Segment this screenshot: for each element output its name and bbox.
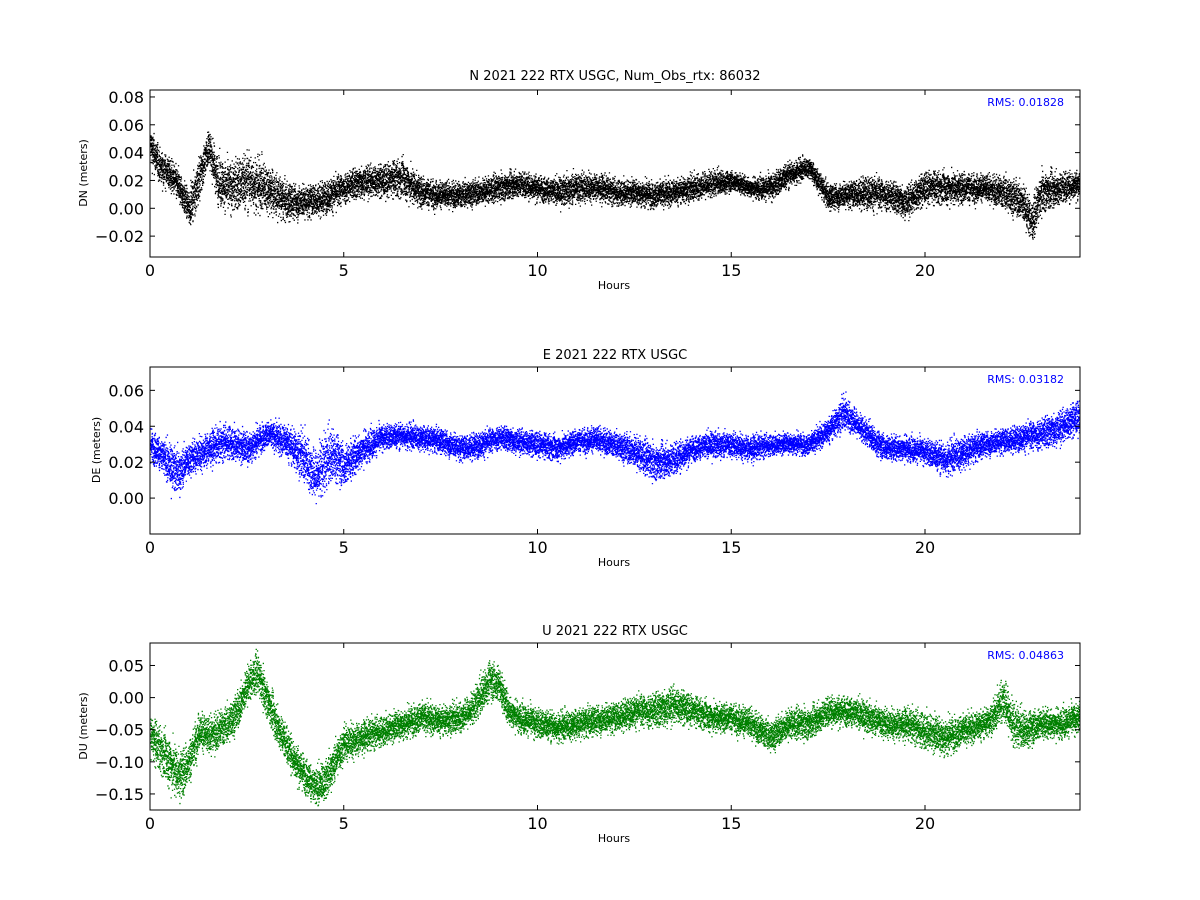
- y-tick-label: 0.00: [108, 199, 144, 218]
- y-tick-label: 0.06: [108, 116, 144, 135]
- x-axis-label: Hours: [598, 279, 630, 292]
- x-tick-label: 20: [915, 814, 935, 833]
- y-axis-label: DE (meters): [90, 417, 103, 483]
- y-tick-label: 0.02: [108, 453, 144, 472]
- y-axis-label: DN (meters): [77, 139, 90, 207]
- y-tick-label: 0.02: [108, 171, 144, 190]
- rms-annotation: RMS: 0.03182: [987, 373, 1064, 386]
- y-axis-label: DU (meters): [77, 692, 90, 759]
- y-tick-label: 0.08: [108, 88, 144, 107]
- y-tick-label: 0.06: [108, 381, 144, 400]
- x-tick-label: 10: [527, 261, 547, 280]
- x-tick-label: 0: [145, 261, 155, 280]
- y-tick-label: −0.10: [95, 753, 144, 772]
- x-tick-label: 15: [721, 538, 741, 557]
- panel-title: N 2021 222 RTX USGC, Num_Obs_rtx: 86032: [469, 69, 760, 84]
- x-tick-label: 0: [145, 538, 155, 557]
- x-tick-label: 5: [339, 538, 349, 557]
- x-tick-label: 5: [339, 814, 349, 833]
- panel-title: E 2021 222 RTX USGC: [543, 348, 688, 363]
- y-tick-label: 0.05: [108, 656, 144, 675]
- x-tick-label: 15: [721, 814, 741, 833]
- y-tick-label: 0.04: [108, 144, 144, 163]
- y-tick-label: 0.00: [108, 489, 144, 508]
- x-tick-label: 5: [339, 261, 349, 280]
- rms-annotation: RMS: 0.01828: [987, 96, 1064, 109]
- rms-annotation: RMS: 0.04863: [987, 649, 1064, 662]
- x-tick-label: 20: [915, 261, 935, 280]
- y-tick-label: 0.04: [108, 417, 144, 436]
- y-tick-label: −0.15: [95, 785, 144, 804]
- x-axis-label: Hours: [598, 832, 630, 845]
- x-tick-label: 10: [527, 538, 547, 557]
- x-tick-label: 10: [527, 814, 547, 833]
- x-tick-label: 15: [721, 261, 741, 280]
- y-tick-label: −0.02: [95, 227, 144, 246]
- x-tick-label: 20: [915, 538, 935, 557]
- panel-title: U 2021 222 RTX USGC: [542, 624, 688, 639]
- y-tick-label: 0.00: [108, 689, 144, 708]
- x-tick-label: 0: [145, 814, 155, 833]
- y-tick-label: −0.05: [95, 721, 144, 740]
- x-axis-label: Hours: [598, 556, 630, 569]
